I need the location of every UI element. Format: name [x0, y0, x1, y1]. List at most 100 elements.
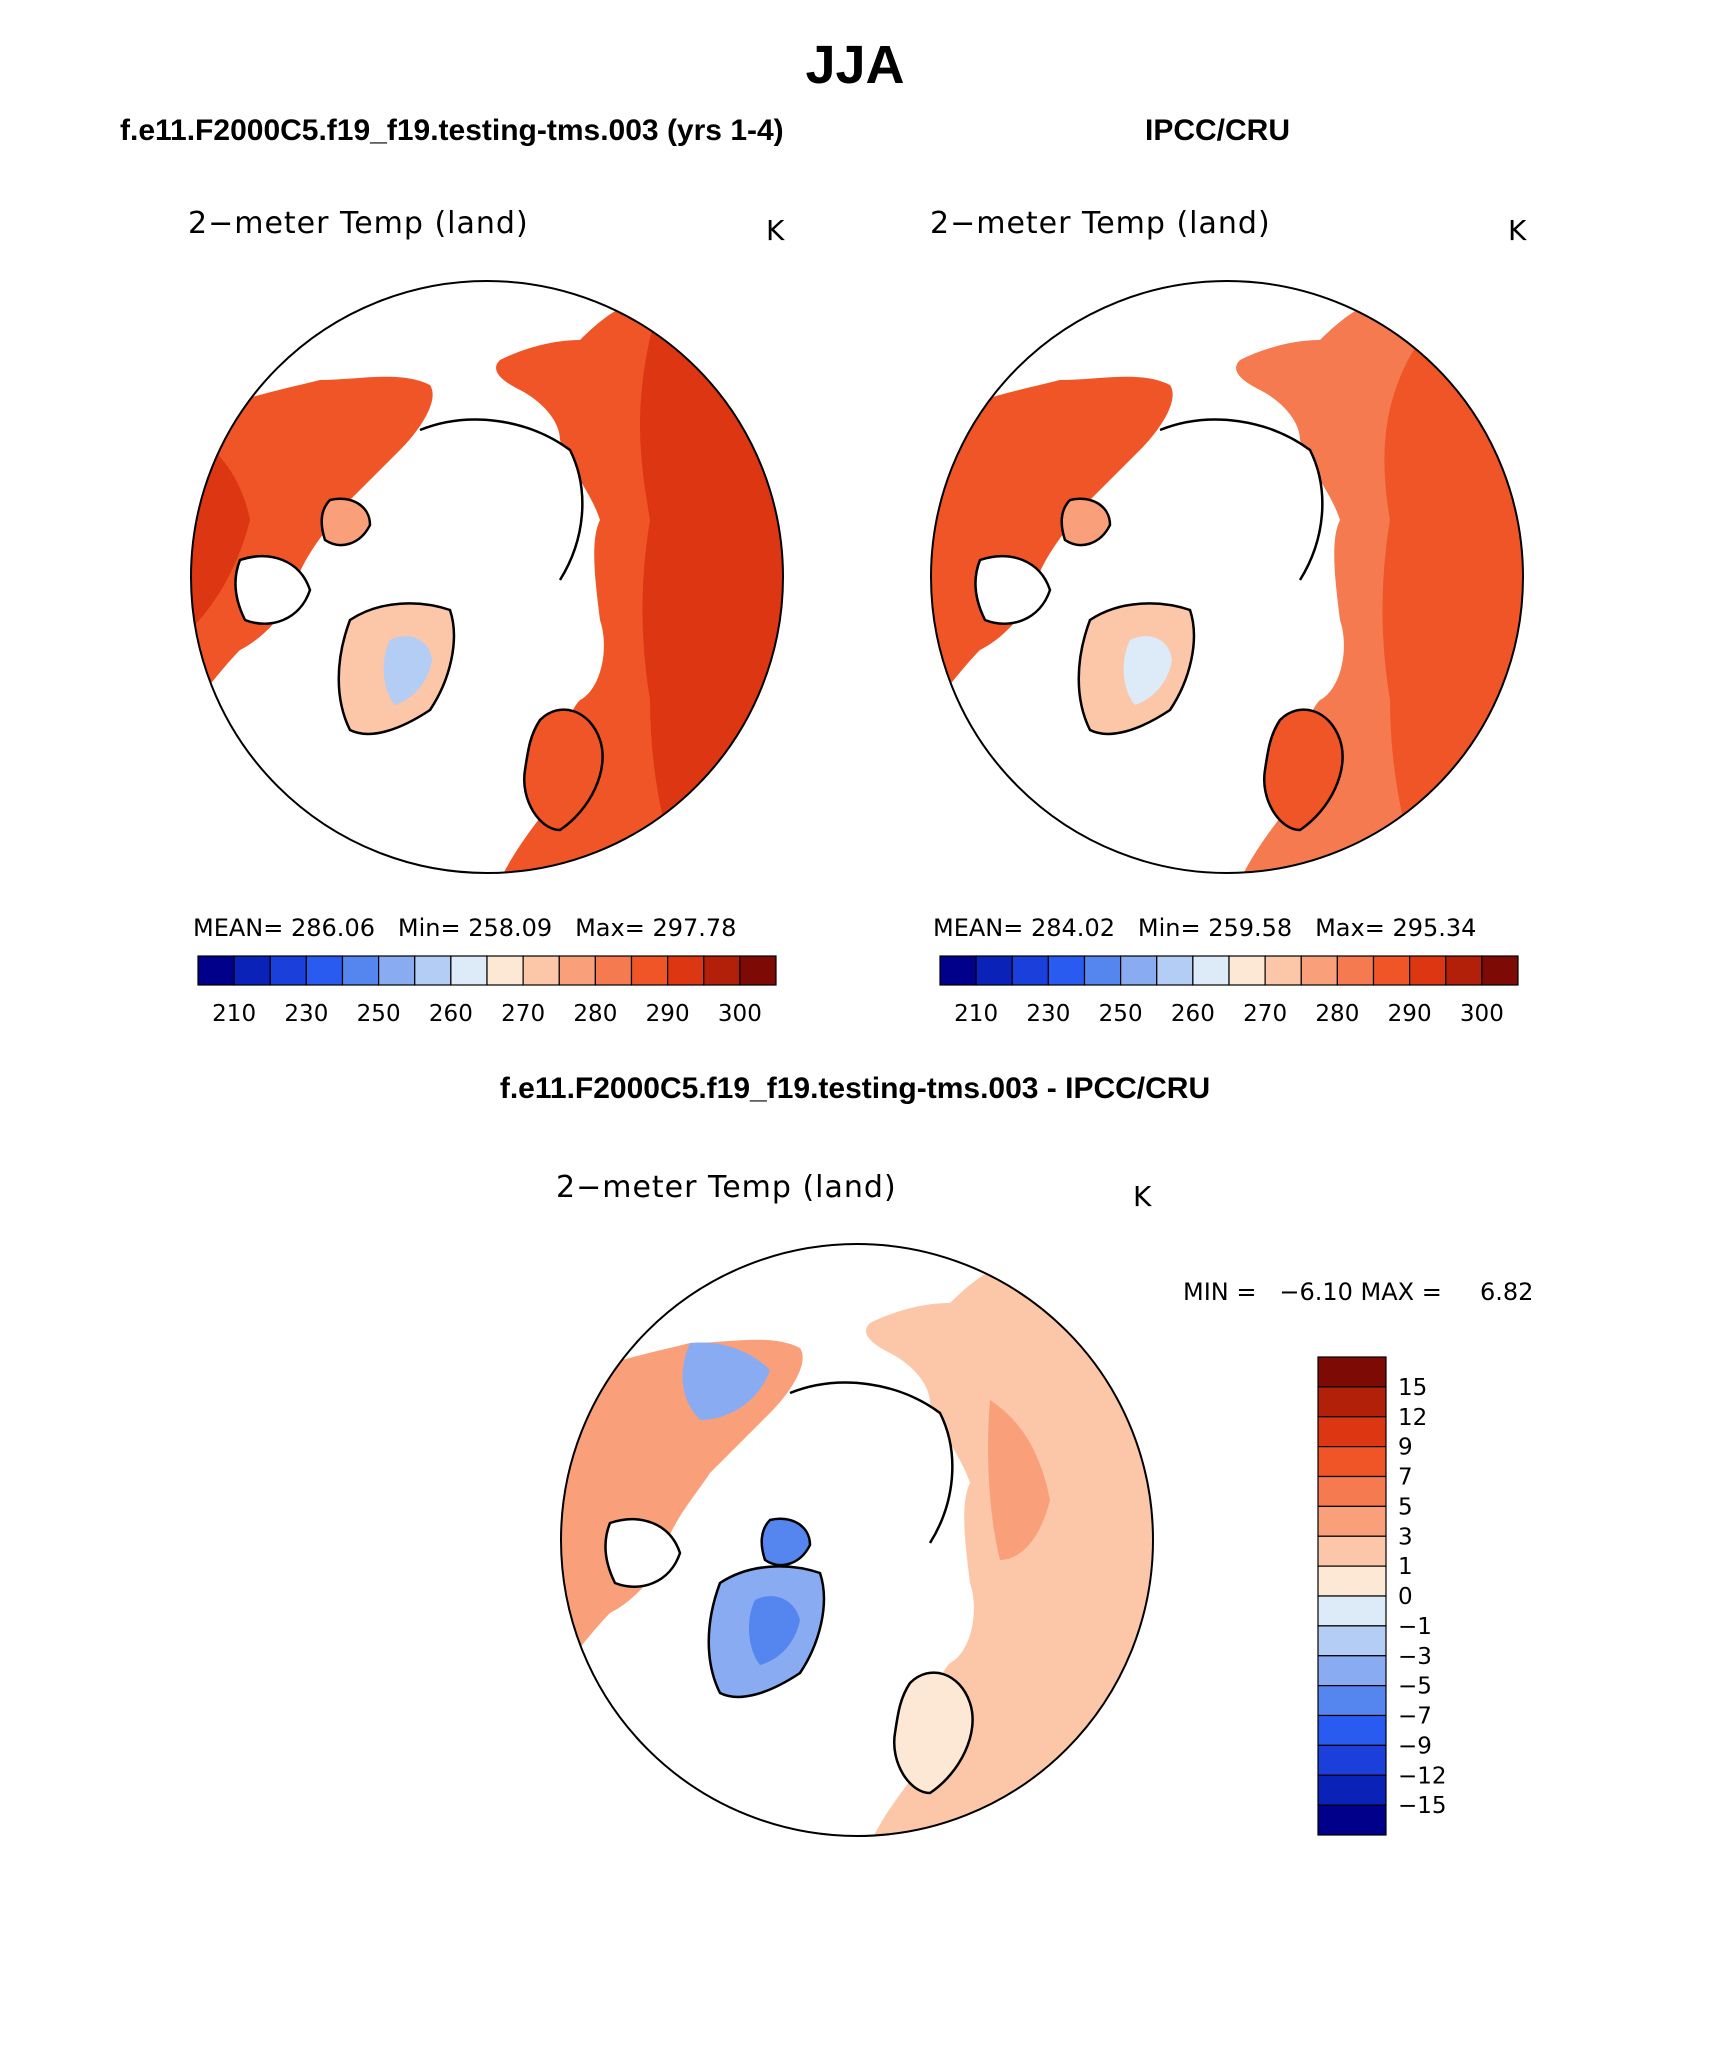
obs-colorbar-swatch: [1083, 955, 1122, 986]
obs-colorbar-tick-label: 300: [1460, 1001, 1504, 1027]
obs-mean-value: 284.02: [1031, 914, 1115, 942]
model-polar-map: [191, 281, 783, 873]
model-colorbar-tick-label: 230: [284, 1001, 328, 1027]
map2-atlantic: [1120, 752, 1250, 873]
diff-colorbar-tick-label: 15: [1398, 1375, 1427, 1401]
diff-colorbar-tick-label: 7: [1398, 1465, 1413, 1491]
obs-colorbar-swatch: [1481, 955, 1519, 986]
model-colorbar-tick-label: 260: [429, 1001, 473, 1027]
map1-arctic-islands: [321, 498, 370, 545]
model-map-border: [190, 280, 784, 874]
obs-colorbar-swatch: [1120, 955, 1158, 986]
diff-colorbar-swatch: [1317, 1386, 1387, 1418]
map1-hudson-bay: [235, 556, 310, 624]
map2-scandinavia: [1264, 709, 1343, 830]
map2-siberia-east: [1382, 340, 1523, 873]
obs-colorbar-swatch: [1372, 955, 1411, 986]
model-colorbar-tick-label: 250: [357, 1001, 401, 1027]
map3-central-asia: [988, 1400, 1050, 1560]
map2-north-america: [931, 376, 1173, 720]
model-colorbar-swatch: [378, 955, 416, 986]
diff-colorbar-swatch: [1317, 1475, 1387, 1507]
model-colorbar-swatch: [233, 955, 271, 986]
map3-north-america: [561, 1339, 803, 1683]
model-min-label: Min=: [397, 914, 461, 942]
model-colorbar-swatch: [197, 955, 235, 986]
diff-map-border: [560, 1243, 1154, 1837]
model-mean-value: 286.06: [291, 914, 375, 942]
diff-colorbar-swatch: [1317, 1685, 1387, 1717]
obs-panel-header: IPCC/CRU: [1145, 114, 1291, 147]
obs-mean-label: MEAN=: [933, 914, 1024, 942]
diff-colorbar-swatch: [1317, 1625, 1387, 1657]
obs-colorbar-swatch: [1192, 955, 1230, 986]
model-colorbar-tick-label: 300: [718, 1001, 762, 1027]
model-colorbar-swatch: [450, 955, 488, 986]
obs-colorbar-tick-label: 260: [1171, 1001, 1215, 1027]
model-colorbar-tick-label: 270: [501, 1001, 545, 1027]
obs-colorbar: 210 230 250 260 270 280 290 300: [939, 955, 1519, 1027]
diff-colorbar-swatch: [1317, 1595, 1387, 1627]
model-mean-label: MEAN=: [193, 914, 284, 942]
diff-minmax: MIN = −6.10 MAX = 6.82: [1183, 1278, 1534, 1306]
obs-variable-label: 2−meter Temp (land): [930, 206, 1271, 241]
obs-colorbar-tick-label: 250: [1099, 1001, 1143, 1027]
map3-atlantic: [750, 1715, 880, 1836]
obs-colorbar-swatch: [1156, 955, 1194, 986]
diff-colorbar-swatch: [1317, 1505, 1387, 1537]
map3-greenland-core: [748, 1596, 800, 1665]
map1-greenland-core: [383, 636, 432, 705]
diff-colorbar-tick-label: −12: [1398, 1763, 1447, 1789]
obs-colorbar-swatch: [939, 955, 977, 986]
model-colorbar-tick-label: 280: [573, 1001, 617, 1027]
map2-arctic-islands: [1061, 498, 1110, 545]
map3-scandinavia: [894, 1672, 973, 1793]
diff-units-label: K: [1133, 1180, 1152, 1213]
diff-colorbar-tick-label: 5: [1398, 1494, 1413, 1520]
obs-colorbar-tick-label: 270: [1243, 1001, 1287, 1027]
obs-polar-map: [931, 281, 1523, 873]
diff-colorbar-tick-label: 9: [1398, 1435, 1413, 1461]
model-colorbar-swatch: [594, 955, 633, 986]
diff-colorbar-swatch: [1317, 1744, 1387, 1776]
diff-colorbar-tick-label: −3: [1398, 1644, 1432, 1670]
diff-colorbar-tick-label: 3: [1398, 1524, 1413, 1550]
obs-stats: MEAN= 284.02 Min= 259.58 Max= 295.34: [933, 914, 1476, 942]
model-colorbar-swatch: [739, 955, 777, 986]
diff-colorbar-swatch: [1317, 1356, 1387, 1388]
diff-variable-label: 2−meter Temp (land): [556, 1170, 897, 1205]
diff-colorbar-swatch: [1317, 1655, 1387, 1687]
model-colorbar-swatch: [667, 955, 705, 986]
model-stats: MEAN= 286.06 Min= 258.09 Max= 297.78: [193, 914, 736, 942]
obs-colorbar-tick-label: 290: [1388, 1001, 1432, 1027]
obs-colorbar-tick-label: 230: [1026, 1001, 1070, 1027]
diff-colorbar-tick-label: 0: [1398, 1584, 1413, 1610]
diff-colorbar-tick-label: 1: [1398, 1554, 1413, 1580]
model-colorbar-swatch: [703, 955, 741, 986]
model-colorbar-swatch: [630, 955, 669, 986]
model-colorbar-swatch: [486, 955, 524, 986]
map2-arctic-ocean: [1150, 419, 1323, 595]
model-coastlines: [234, 418, 604, 832]
obs-min-value: 259.58: [1208, 914, 1293, 942]
model-colorbar-swatch: [414, 955, 452, 986]
obs-colorbar-swatch: [1228, 955, 1266, 986]
obs-colorbar-swatch: [1264, 955, 1302, 986]
map3-hudson-bay: [605, 1519, 680, 1587]
map3-canada-cold: [682, 1342, 770, 1420]
diff-colorbar-swatch: [1317, 1774, 1387, 1806]
map1-arctic-ocean: [410, 419, 583, 595]
diff-colorbar-swatch: [1317, 1416, 1387, 1448]
diff-colorbar-tick-label: 12: [1398, 1405, 1427, 1431]
map3-arctic-ocean: [780, 1382, 953, 1558]
model-colorbar-swatch: [341, 955, 380, 986]
obs-colorbar-swatch: [1047, 955, 1086, 986]
model-colorbar: 210 230 250 260 270 280 290 300: [197, 955, 777, 1027]
obs-min-label: Min=: [1137, 914, 1201, 942]
diff-colorbar-swatch: [1317, 1446, 1387, 1478]
obs-colorbar-swatch: [1336, 955, 1375, 986]
obs-colorbar-tick-label: 210: [954, 1001, 998, 1027]
model-colorbar-swatch: [305, 955, 344, 986]
